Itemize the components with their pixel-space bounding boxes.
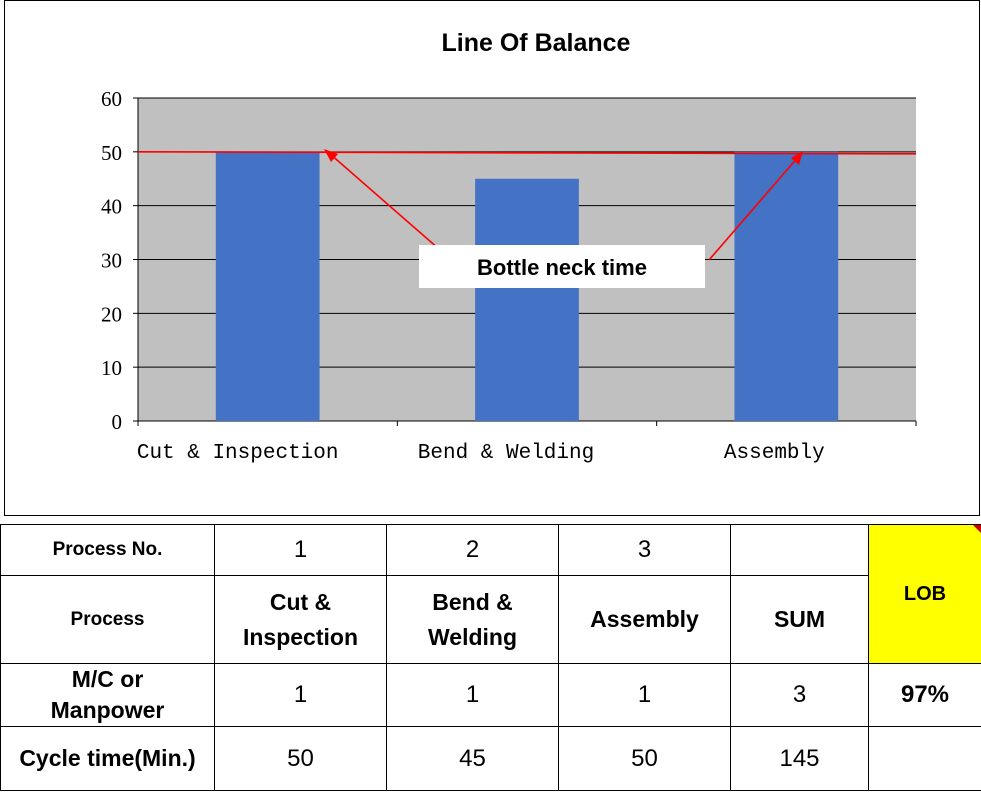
arrowhead-left xyxy=(324,149,338,162)
cell-process-1-line1: Cut & xyxy=(269,589,332,615)
x-axis-labels: Cut & Inspection Bend & Welding Assembly xyxy=(137,421,917,465)
y-tick-label: 40 xyxy=(101,195,122,219)
annotation-box xyxy=(419,245,705,288)
lob-chart: Line Of Balance 0 10 20 30 40 50 60 Cut & Insp… xyxy=(101,29,917,465)
x-tick-label: Bend & Welding xyxy=(418,442,594,465)
cell-process-no-2: 2 xyxy=(386,524,559,576)
y-tick-label: 60 xyxy=(101,87,122,111)
label-manpower-line1: M/C or xyxy=(71,666,144,692)
arrowhead-right xyxy=(791,151,803,165)
arrow-left xyxy=(328,152,440,250)
y-tick-label: 50 xyxy=(101,141,122,165)
row-process: Process Cut & Inspection Bend & Welding … xyxy=(0,575,981,664)
cell-cycle-sum: 145 xyxy=(730,726,869,792)
cell-process-3: Assembly xyxy=(558,575,731,664)
bars xyxy=(215,151,839,422)
label-manpower: M/C or Manpower xyxy=(0,662,215,728)
y-tick-label: 0 xyxy=(112,410,123,434)
x-tick-label: Assembly xyxy=(724,442,825,465)
comment-indicator xyxy=(973,525,981,533)
cell-process-no-sum xyxy=(730,524,869,576)
cell-process-2-line2: Welding xyxy=(427,623,517,650)
cell-process-2-line1: Bend & xyxy=(432,589,513,615)
y-tick-label: 30 xyxy=(101,249,122,273)
bar xyxy=(475,178,579,421)
y-tick-label: 10 xyxy=(101,356,122,380)
cell-manpower-1: 1 xyxy=(214,662,387,728)
cell-process-no-3: 3 xyxy=(558,524,731,576)
cell-process-1: Cut & Inspection xyxy=(214,575,387,664)
cell-process-1-line2: Inspection xyxy=(242,623,358,650)
bar xyxy=(734,151,839,422)
annotation-arrows xyxy=(324,149,803,261)
lob-value: 97% xyxy=(868,662,981,728)
row-cycle-time: Cycle time(Min.) 50 45 50 145 xyxy=(0,726,981,792)
label-process: Process xyxy=(0,575,215,664)
lob-table: Process No. 1 2 3 LOB Process Cut & Insp… xyxy=(0,524,981,792)
row-manpower: M/C or Manpower 1 1 1 3 97% xyxy=(0,662,981,728)
cell-manpower-2: 1 xyxy=(386,662,559,728)
cell-cycle-3: 50 xyxy=(558,726,731,792)
cell-process-no-1: 1 xyxy=(214,524,387,576)
label-cycle-time: Cycle time(Min.) xyxy=(0,726,215,792)
annotation-label: Bottle neck time xyxy=(477,255,647,280)
y-axis-ticks: 0 10 20 30 40 50 60 xyxy=(101,87,138,434)
bottleneck-line xyxy=(137,151,917,155)
label-process-no: Process No. xyxy=(0,524,215,576)
cell-process-2: Bend & Welding xyxy=(386,575,559,664)
cell-process-sum: SUM xyxy=(730,575,869,664)
lob-header-cell: LOB xyxy=(868,524,981,664)
x-tick-label: Cut & Inspection xyxy=(137,442,339,465)
lob-label: LOB xyxy=(903,583,947,605)
bar xyxy=(215,151,320,422)
label-manpower-line2: Manpower xyxy=(50,697,165,724)
y-tick-label: 20 xyxy=(101,302,122,326)
cell-manpower-sum: 3 xyxy=(730,662,869,728)
row-process-no: Process No. 1 2 3 LOB xyxy=(0,524,981,664)
cell-cycle-empty xyxy=(868,726,981,792)
chart-title: Line Of Balance xyxy=(442,29,631,57)
cell-manpower-3: 1 xyxy=(558,662,731,728)
cell-cycle-2: 45 xyxy=(386,726,559,792)
arrow-right xyxy=(708,155,800,261)
chart-container: Line Of Balance 0 10 20 30 40 50 60 Cut & Insp… xyxy=(4,0,980,516)
cell-cycle-1: 50 xyxy=(214,726,387,792)
